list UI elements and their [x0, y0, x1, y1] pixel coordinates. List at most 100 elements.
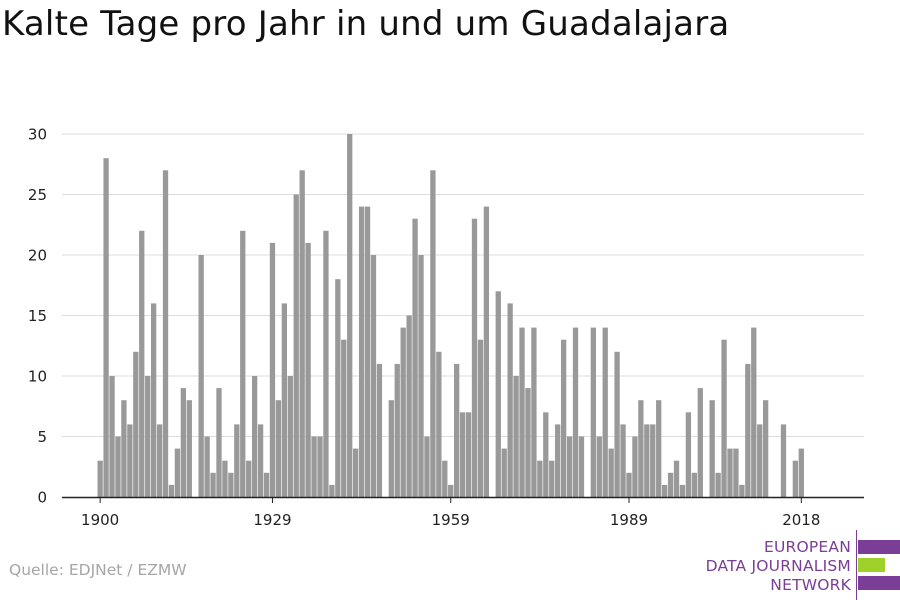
bar	[121, 400, 127, 497]
bar	[513, 376, 519, 497]
bar	[400, 327, 406, 497]
source-note: Quelle: EDJNet / EZMW	[9, 561, 187, 579]
bar	[590, 327, 596, 497]
bar	[210, 472, 216, 497]
bar	[424, 436, 430, 497]
bar	[673, 460, 680, 497]
y-tick-label: 25	[28, 186, 47, 204]
bar	[376, 363, 383, 497]
bar	[454, 363, 460, 497]
bar	[626, 472, 632, 497]
bar	[305, 242, 311, 497]
bar	[263, 472, 270, 497]
bar	[442, 460, 448, 497]
y-tick-label: 10	[28, 368, 47, 386]
bar	[222, 460, 228, 497]
logo-bar-purple-bottom	[858, 576, 900, 590]
bar	[269, 242, 276, 497]
bar	[335, 279, 341, 497]
bar	[459, 412, 466, 497]
chart-title: Kalte Tage pro Jahr in und um Guadalajar…	[2, 4, 730, 44]
logo-text-line-3: NETWORK	[770, 576, 851, 594]
bar	[780, 424, 787, 497]
bar	[709, 400, 715, 497]
bar	[162, 170, 169, 498]
logo-text-line-2: DATA JOURNALISM	[705, 557, 851, 575]
bar	[667, 472, 674, 497]
bar	[156, 424, 163, 497]
bar	[543, 412, 549, 497]
bar	[341, 339, 347, 497]
edjnet-logo: EUROPEAN DATA JOURNALISM NETWORK	[700, 530, 900, 600]
bar	[364, 206, 371, 497]
bar	[697, 388, 703, 497]
bar	[418, 255, 424, 497]
bar	[751, 327, 757, 497]
bar	[186, 400, 192, 497]
bar	[240, 230, 246, 498]
bar	[317, 436, 323, 497]
logo-bar-purple-top	[858, 540, 900, 554]
bar	[109, 376, 115, 497]
bar	[477, 339, 484, 497]
bar	[174, 448, 181, 497]
axes: 0 5 10 15 20 25 30 1900 1929 1959 1989 2018	[28, 126, 864, 529]
bar	[495, 291, 501, 497]
bar	[216, 388, 222, 497]
bar	[133, 351, 139, 497]
bar	[614, 351, 620, 497]
bar	[661, 484, 668, 497]
bar	[323, 230, 329, 498]
bar	[560, 339, 567, 497]
bar	[507, 303, 513, 497]
bar	[448, 484, 454, 497]
bar	[358, 206, 365, 497]
bar	[465, 412, 472, 497]
bar	[353, 448, 359, 497]
bar	[733, 448, 739, 497]
bar	[727, 448, 733, 497]
bar	[715, 472, 721, 497]
bar	[430, 170, 436, 498]
bar	[519, 327, 525, 497]
bar	[394, 363, 400, 497]
bar	[251, 376, 258, 497]
bar	[347, 134, 353, 497]
bar	[608, 448, 614, 497]
bar	[656, 400, 662, 497]
logo-divider	[856, 530, 857, 600]
gridlines	[62, 133, 864, 437]
bar	[103, 158, 109, 497]
bar	[204, 436, 210, 497]
bar	[549, 460, 555, 497]
bar	[97, 460, 103, 497]
y-tick-label: 0	[37, 489, 47, 507]
bar	[531, 327, 537, 497]
bar	[602, 327, 608, 497]
bar	[566, 436, 573, 497]
bar	[739, 484, 745, 497]
logo-bar-green	[858, 558, 885, 572]
bar	[168, 484, 175, 497]
bar	[483, 206, 490, 497]
bar	[180, 388, 186, 497]
bar	[406, 315, 412, 497]
bar	[287, 376, 293, 497]
bar	[572, 327, 579, 497]
bar	[638, 400, 644, 497]
x-tick-label: 1959	[432, 511, 470, 529]
bar	[293, 194, 299, 497]
bar	[246, 460, 252, 497]
bar	[198, 255, 204, 497]
bar	[721, 339, 727, 497]
bar	[525, 388, 531, 497]
bar	[145, 376, 151, 497]
bar	[685, 412, 692, 497]
bar	[127, 424, 133, 497]
bar	[537, 460, 543, 497]
bar	[679, 484, 686, 497]
y-tick-label: 20	[28, 247, 47, 265]
logo-text-line-1: EUROPEAN	[763, 538, 851, 556]
bar	[745, 363, 751, 497]
bar	[228, 472, 234, 497]
